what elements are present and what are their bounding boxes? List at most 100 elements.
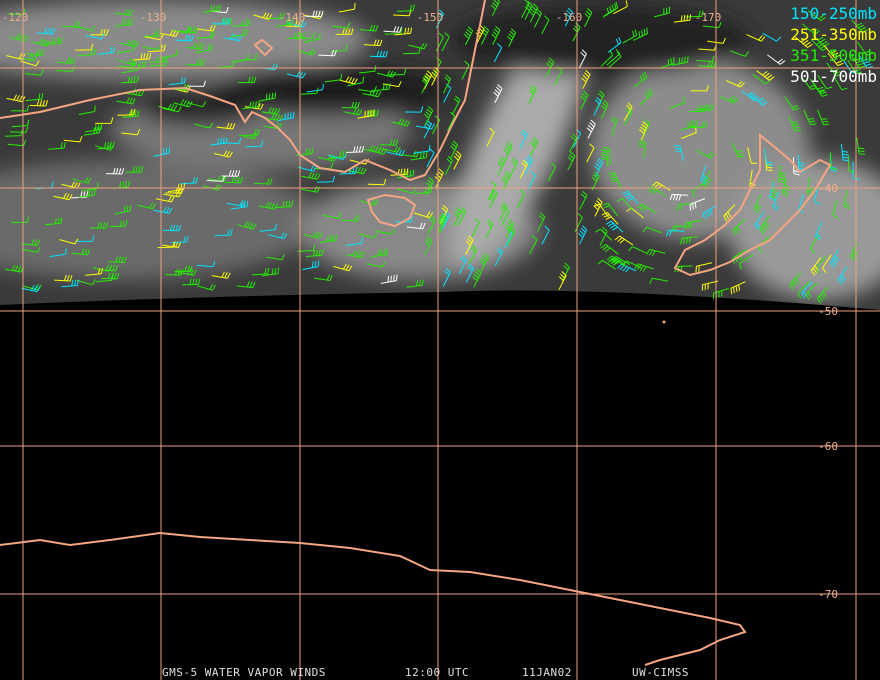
wind-barb [266, 253, 285, 261]
wind-barb [9, 33, 29, 42]
wind-barb [572, 22, 581, 42]
wind-barb [702, 204, 717, 220]
wind-barb [610, 116, 618, 136]
wind-barb [486, 127, 495, 147]
wind-barb [97, 46, 116, 55]
wind-barb [850, 53, 866, 69]
wind-barb [826, 62, 842, 77]
wind-barb [529, 137, 539, 157]
wind-barb [701, 280, 719, 291]
wind-barb [437, 212, 447, 232]
wind-barb [54, 274, 73, 282]
wind-barb [821, 254, 832, 274]
wind-barb [303, 32, 321, 43]
wind-barb [741, 90, 760, 102]
wind-barb [125, 166, 144, 173]
wind-barb [406, 222, 426, 230]
wind-barb [789, 272, 802, 290]
wind-barb [133, 52, 152, 61]
longitude-label: -150 [417, 11, 444, 24]
wind-barb [56, 57, 76, 64]
wind-barb [858, 54, 873, 69]
wind-barb [346, 250, 365, 258]
wind-barb [614, 235, 634, 246]
wind-barb [423, 106, 434, 126]
wind-barb [72, 177, 92, 184]
wind-barb [149, 56, 168, 63]
wind-barb [100, 272, 120, 280]
wind-barb [384, 27, 403, 35]
wind-barb [322, 212, 342, 219]
wind-barb [815, 255, 826, 275]
wind-barb [802, 23, 820, 35]
wind-barb [414, 186, 433, 195]
wind-barb [297, 165, 318, 172]
wind-barb [316, 175, 335, 183]
wind-barb [452, 95, 461, 115]
wind-barb [121, 110, 140, 118]
wind-barb [259, 92, 277, 102]
wind-barb [196, 283, 217, 291]
wind-barb [347, 76, 364, 87]
wind-barb [196, 24, 216, 32]
wind-barb [90, 28, 109, 36]
wind-barb [602, 3, 617, 18]
wind-barb [772, 191, 780, 211]
wind-barb [488, 188, 498, 208]
wind-barb [494, 247, 504, 267]
wind-barb [646, 248, 666, 257]
wind-barb [29, 99, 49, 107]
wind-barb [797, 281, 810, 299]
wind-barb [213, 150, 233, 158]
wind-barb [372, 83, 391, 92]
wind-barb [689, 121, 708, 129]
wind-barb [382, 81, 402, 88]
wind-barb [404, 106, 424, 113]
wind-barb [690, 84, 709, 92]
wind-barb [314, 274, 333, 281]
wind-barb [607, 37, 622, 53]
wind-barb [45, 37, 63, 45]
wind-barb [245, 140, 264, 148]
wind-barb [756, 70, 775, 81]
wind-barb [194, 122, 214, 129]
wind-barb [394, 27, 413, 36]
wind-barb [817, 109, 830, 126]
wind-barb [541, 15, 550, 35]
latitude-label: -70 [818, 588, 838, 601]
wind-barb [59, 238, 79, 245]
wind-barb [231, 200, 249, 210]
wind-barb [216, 122, 236, 130]
wind-barb [21, 284, 41, 293]
wind-barb [658, 57, 675, 69]
wind-barb [499, 201, 508, 221]
wind-barb [537, 212, 546, 232]
wind-barb [767, 54, 786, 65]
wind-barb [177, 268, 197, 276]
wind-barb [795, 36, 813, 48]
wind-barb [601, 211, 619, 225]
wind-barb [697, 60, 717, 68]
wind-barb [305, 10, 324, 17]
wind-barb [528, 3, 539, 23]
wind-barb [843, 190, 851, 209]
wind-barb [622, 190, 639, 204]
footer-text: 11JAN02 [522, 666, 572, 679]
wind-barb [85, 33, 105, 40]
wind-barb [602, 202, 619, 217]
wind-barb [837, 266, 848, 285]
wind-barb [380, 274, 398, 284]
legend-entry: 150-250mb [790, 4, 877, 23]
wind-barb [558, 271, 567, 291]
wind-barb [343, 108, 363, 116]
wind-barb [195, 43, 213, 54]
wind-barb [461, 60, 470, 80]
wind-barb [277, 111, 295, 122]
wind-barb [800, 281, 813, 299]
wind-barb [673, 14, 692, 23]
wind-barb [11, 119, 30, 128]
wind-barb [475, 24, 485, 44]
wind-barb [114, 204, 132, 215]
wind-barb [480, 25, 490, 45]
wind-barb [752, 73, 771, 85]
